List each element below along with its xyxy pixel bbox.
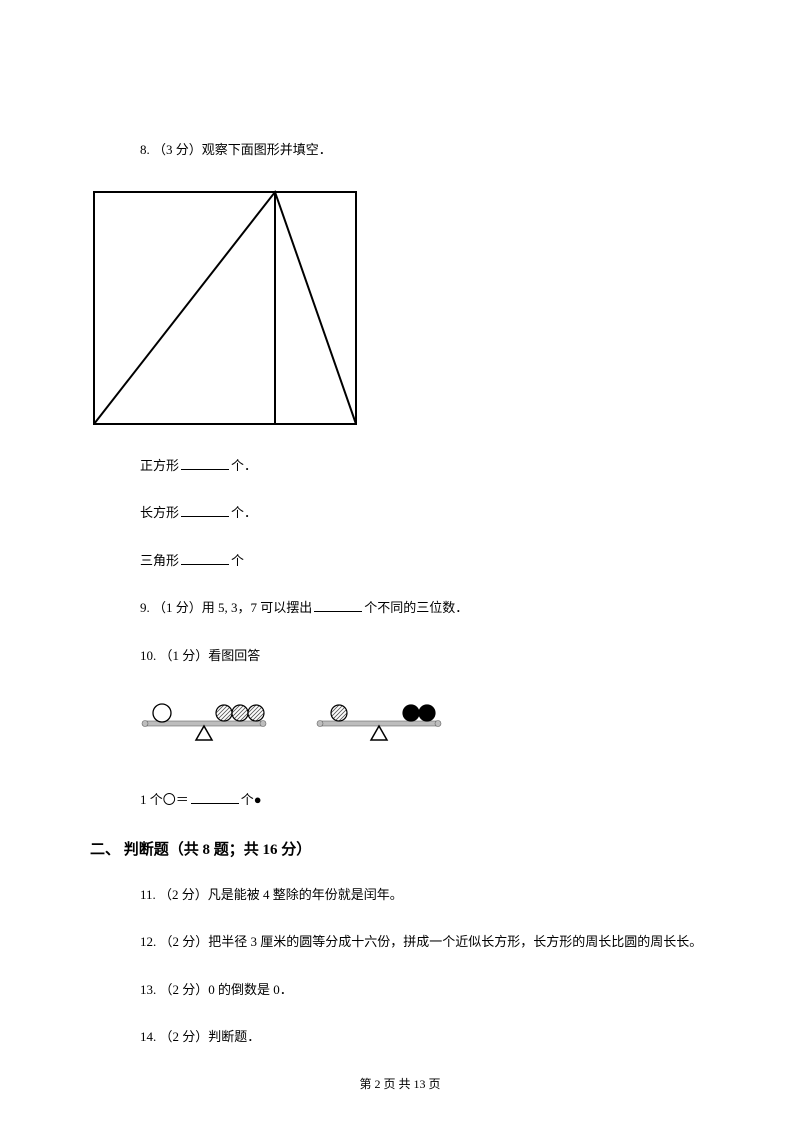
q12-text: 把半径 3 厘米的圆等分成十六份，拼成一个近似长方形，长方形的周长比圆的周长长。 [208, 934, 702, 949]
scale-left [142, 704, 266, 740]
q9-blank[interactable] [314, 598, 362, 612]
q13-text: 0 的倒数是 0． [208, 982, 293, 997]
q8-figure [90, 188, 710, 428]
q10-ans-pre: 1 个〇＝ [140, 792, 189, 807]
scale-right [317, 705, 441, 740]
q8a-pre: 正方形 [140, 458, 179, 473]
q8-prefix: 8. （3 分） [140, 142, 202, 157]
q8c-post: 个 [231, 553, 244, 568]
q8-sub-b: 长方形 个． [140, 503, 710, 523]
q10-answer: 1 个〇＝ 个● [140, 790, 710, 810]
q8b-pre: 长方形 [140, 505, 179, 520]
q11-text: 凡是能被 4 整除的年份就是闰年。 [208, 887, 403, 902]
q9-prefix: 9. （1 分） [140, 600, 202, 615]
q10-blank[interactable] [191, 790, 239, 804]
q14-line: 14. （2 分）判断题． [140, 1027, 710, 1047]
q8-text: 观察下面图形并填空． [202, 142, 332, 157]
q8-sub-a: 正方形 个． [140, 456, 710, 476]
q8-line: 8. （3 分）观察下面图形并填空． [140, 140, 710, 160]
page-footer: 第 2 页 共 13 页 [0, 1075, 800, 1092]
page: 8. （3 分）观察下面图形并填空． 正方形个． 长方形个． 三角形个 9. （… [0, 0, 800, 1132]
q8b-blank[interactable] [181, 503, 229, 517]
q8-sub-c: 三角形 个 [140, 551, 710, 571]
q9-post: 个不同的三位数． [364, 600, 468, 615]
q8b-post: 个． [231, 505, 257, 520]
q8a-blank[interactable] [181, 456, 229, 470]
q12-line: 12. （2 分）把半径 3 厘米的圆等分成十六份，拼成一个近似长方形，长方形的… [140, 932, 710, 952]
q8a-post: 个． [231, 458, 257, 473]
q8c-blank[interactable] [181, 551, 229, 565]
q9-line: 9. （1 分）用 5, 3，7 可以摆出 个不同的三位数． [140, 598, 710, 618]
q9-pre: 用 5, 3，7 可以摆出 [202, 600, 313, 615]
q13-prefix: 13. （2 分） [140, 982, 208, 997]
q8c-pre: 三角形 [140, 553, 179, 568]
q8-svg [90, 188, 360, 428]
section2-title: 二、 判断题（共 8 题；共 16 分） [90, 838, 710, 859]
q11-line: 11. （2 分）凡是能被 4 整除的年份就是闰年。 [140, 885, 710, 905]
q10-prefix: 10. （1 分） [140, 648, 208, 663]
q13-line: 13. （2 分）0 的倒数是 0． [140, 980, 710, 1000]
q14-text: 判断题． [208, 1029, 260, 1044]
q11-prefix: 11. （2 分） [140, 887, 208, 902]
q12-prefix: 12. （2 分） [140, 934, 208, 949]
q14-prefix: 14. （2 分） [140, 1029, 208, 1044]
q10-svg [140, 693, 470, 753]
q10-ans-post: 个● [241, 792, 262, 807]
q10-line: 10. （1 分）看图回答 [140, 646, 710, 666]
q10-text: 看图回答 [208, 648, 260, 663]
q10-figure [140, 693, 710, 758]
